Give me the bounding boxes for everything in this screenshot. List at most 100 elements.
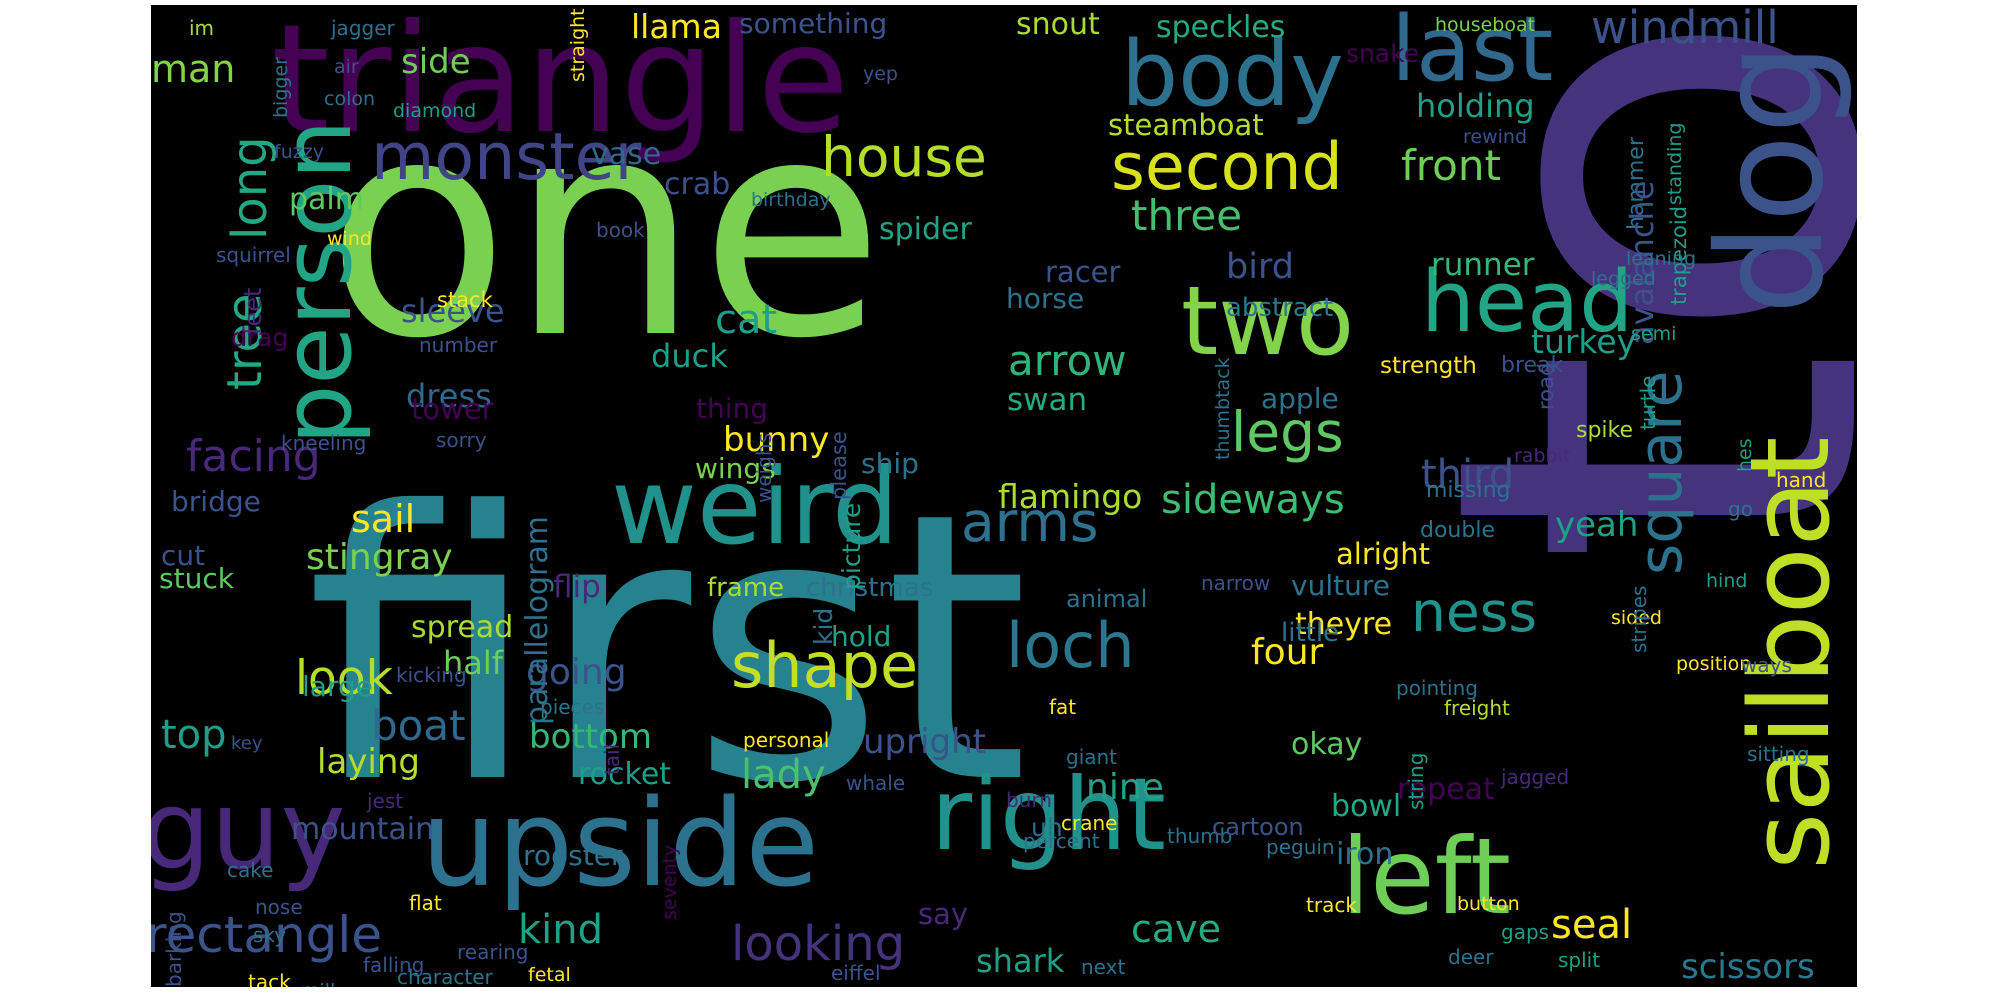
word-laying: laying [317,742,420,782]
word-cave: cave [1131,907,1222,951]
word-pointing: pointing [1396,676,1478,700]
word-sleeve: sleeve [401,292,505,330]
word-weighs: weighs [752,432,776,503]
word-sitting: sitting [1747,742,1810,766]
word-lady: lady [741,752,826,798]
word-vase: vase [591,137,662,172]
word-facing: facing [186,431,321,482]
word-upside: upside [421,775,820,914]
word-four: four [1251,632,1324,673]
word-hind: hind [1706,570,1748,592]
word-personal: personal [743,728,830,752]
word-drag: drag [231,323,289,352]
word-go: go [1728,497,1753,521]
word-fat: fat [1049,695,1077,719]
word-rearing: rearing [457,940,529,964]
word-weird: weird [611,446,899,568]
word-kneeling: kneeling [281,431,367,455]
word-say: say [918,897,969,931]
word-sail: sail [351,497,416,541]
word-houseboat: houseboat [1435,14,1536,36]
word-giant: giant [1066,745,1118,769]
word-tail: tail [600,743,624,775]
word-birthday: birthday [751,189,831,211]
word-side: side [401,42,471,82]
word-okay: okay [1291,727,1363,762]
word-flat: flat [409,891,442,915]
word-large: large [302,670,373,703]
word-dog: dog [1687,42,1856,315]
word-nine: nine [1086,767,1164,808]
word-deer: deer [1448,945,1494,969]
word-kid: kid [809,607,838,645]
word-snake: snake [1346,39,1420,68]
word-rooster: rooster [523,839,623,872]
word-two: two [1181,267,1355,377]
word-hand: hand [1776,468,1827,492]
word-track: track [1306,893,1357,917]
word-yep: yep [863,63,898,85]
word-abstract: abstract [1226,293,1334,323]
word-long: long [222,136,278,240]
word-boat: boat [371,701,466,750]
word-key: key [231,733,263,754]
word-monster: monster [371,120,642,195]
word-turtle: turtle [1636,375,1660,430]
word-sideways: sideways [1161,477,1345,523]
word-diamond: diamond [393,100,477,122]
word-missing: missing [1426,478,1511,503]
word-third: third [1421,452,1515,498]
word-narrow: narrow [1201,571,1271,595]
word-spider: spider [879,212,972,247]
word-look: look [295,651,393,706]
word-turkey: turkey [1531,322,1637,361]
word-rabbit: rabbit [1514,445,1571,467]
word-something: something [739,7,888,40]
word-parallelogram: parallelogram [520,516,555,725]
word-legged: legged [1591,268,1656,290]
word-character: character [397,965,493,987]
word-triangle: triangle [271,5,850,167]
word-racer: racer [1045,255,1121,289]
word-guy: guy [151,766,346,894]
word-ness: ness [1411,580,1538,644]
word-vulture: vulture [1291,569,1390,602]
word-pieces: pieces [540,695,605,719]
word-double: double [1420,518,1495,543]
word-seventy: seventy [659,844,681,920]
word-arrow: arrow [1008,336,1127,385]
word-freight: freight [1444,696,1510,720]
word-stack: stack [437,288,493,312]
word-next: next [1081,955,1126,979]
word-jagged: jagged [1501,765,1570,789]
word-split: split [1558,948,1601,972]
word-hes: hes [1734,438,1756,472]
word-strength: strength [1380,353,1477,379]
word-burn: burn [1006,788,1052,812]
word-picture: picture [837,502,866,590]
word-nose: nose [255,895,303,919]
word-bird: bird [1226,247,1294,287]
word-falling: falling [363,953,425,977]
word-jest: jest [367,789,404,813]
word-yeah: yeah [1555,505,1639,545]
word-person: person [263,119,373,445]
word-right: right [931,756,1166,873]
word-snout: snout [1016,7,1100,42]
word-stuck: stuck [159,562,234,595]
word-fetal: fetal [528,964,571,986]
word-bunny: bunny [723,420,830,460]
word-duck: duck [651,337,728,375]
word-im: im [189,16,215,40]
word-break: break [1501,353,1564,378]
word-front: front [1401,141,1501,190]
word-string: string [1404,752,1428,810]
word-shape: shape [731,629,919,702]
word-bottom: bottom [529,717,652,757]
word-standing: standing [1664,122,1686,205]
word-wings: wings [695,452,776,485]
word-ways: ways [1741,653,1792,677]
word-kicking: kicking [396,663,467,687]
word-thing: thing [696,392,769,425]
word-book: book [596,218,645,242]
